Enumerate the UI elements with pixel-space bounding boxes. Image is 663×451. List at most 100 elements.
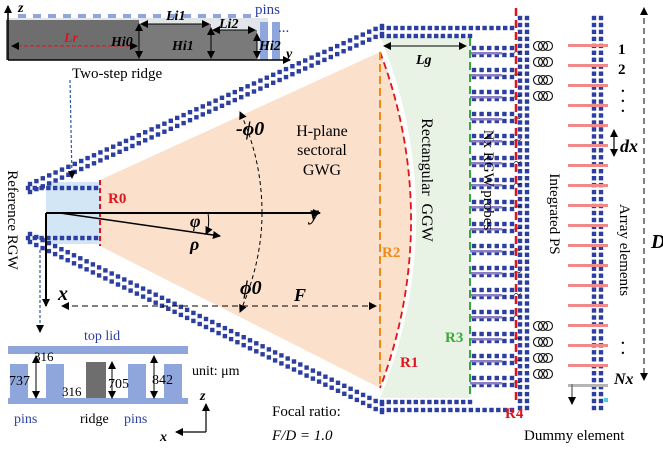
pin-bottom-wall (272, 350, 278, 355)
pin-ggw-wall (379, 33, 385, 39)
pin-bottom-wall (360, 392, 366, 398)
pin-probe-channel (471, 199, 477, 205)
pin-array-column (598, 259, 604, 264)
pin-right-1 (128, 364, 146, 400)
pin-top-wall (136, 141, 141, 146)
dim-842-label: 842 (152, 373, 173, 388)
pin-array-column (524, 350, 530, 355)
pin-bottom-wall (335, 388, 341, 393)
pin-ggw-wall (461, 399, 466, 405)
pin-array-column (598, 196, 604, 202)
inset-top-step2 (211, 30, 257, 60)
pin-probe-channel (509, 331, 515, 337)
pin-array-column (517, 203, 523, 209)
pin-probe-channel (471, 52, 477, 58)
pin-probe-channel (471, 155, 477, 161)
pin-ggw-wall (482, 25, 487, 31)
pin-ggw-wall (406, 33, 412, 39)
tilde-icon: ~ (514, 132, 521, 147)
pin-probe-channel (502, 353, 507, 359)
pin-probe-channel (471, 272, 477, 278)
pin-probe-channel (487, 67, 492, 73)
pin-array-column (517, 162, 523, 167)
pin-array-column (524, 259, 530, 264)
pin-top-wall (98, 150, 103, 155)
pin-bottom-wall (203, 324, 209, 330)
array-element (568, 84, 608, 87)
dummy-element (568, 384, 608, 387)
pin-probe-channel (487, 89, 492, 95)
pin-probe-channel (494, 382, 499, 388)
pin-array-column (591, 78, 597, 83)
phase-shifter-icon (537, 90, 549, 102)
array-element (568, 244, 608, 247)
array-element (568, 284, 608, 287)
pin-array-column (598, 357, 604, 362)
phase-shifter-icon (542, 320, 554, 332)
pin-probe-channel (509, 375, 515, 381)
pin-probe-channel (479, 140, 484, 146)
pin-array-column (524, 64, 530, 69)
pin-bottom-wall (27, 231, 33, 237)
pin-ggw-wall (393, 33, 398, 39)
pin-reference (32, 235, 37, 241)
pin-bottom-wall (128, 288, 133, 293)
two-step-ridge-inset (4, 5, 291, 179)
pin-top-wall (200, 104, 205, 109)
pin-probe-channel (471, 140, 477, 146)
pin-probe-channel (502, 155, 507, 161)
pin-probe-channel (479, 228, 484, 234)
pin-top-wall (85, 155, 90, 161)
focal-ratio-label: Focal ratio: (272, 404, 341, 420)
pin-array-column (517, 301, 523, 306)
unit-label: unit: μm (192, 364, 240, 379)
pin-array-column (524, 162, 530, 167)
pin-bottom-wall (266, 355, 272, 360)
pin-bottom-wall (247, 346, 253, 351)
tilde-icon: ~ (514, 154, 521, 169)
pin-probe-channel (471, 133, 477, 139)
rgw-probes (470, 52, 502, 385)
pin-probe-channel (494, 309, 499, 315)
pin-array-column (517, 43, 523, 49)
pin-top-wall (34, 178, 39, 184)
pin-top-wall (181, 112, 186, 118)
pin-array-column (524, 308, 530, 313)
phase-shifter-icon (532, 74, 544, 86)
array-element (568, 204, 608, 207)
pin-probe-channel (502, 265, 507, 271)
pin-probe-channel (479, 199, 484, 205)
pin-bottom-wall (354, 397, 360, 403)
pin-probe-channel (487, 243, 492, 249)
pin-bottom-wall (342, 383, 347, 388)
pin-bottom-wall (159, 295, 165, 300)
pin-probe-channel (487, 96, 492, 102)
pin-bottom-wall (140, 294, 146, 299)
inset-top-pin (272, 22, 280, 60)
pin-array-column (524, 22, 530, 28)
pin-top-wall (149, 135, 154, 140)
rgw-probe (470, 228, 502, 231)
pin-top-wall (219, 103, 225, 108)
pin-probe-channel (509, 206, 515, 212)
pin-bottom-wall (147, 289, 152, 294)
phi-arc (205, 212, 213, 235)
sector-title-1: H-plane (296, 123, 348, 140)
pin-bottom-wall (52, 243, 58, 249)
pin-array-column (524, 336, 530, 341)
pin-array-column (591, 196, 597, 202)
pin-probe-channel (509, 360, 515, 366)
pin-probe-channel (509, 140, 515, 146)
pin-bottom-wall (65, 250, 70, 255)
pin-bottom-wall (323, 374, 328, 379)
pin-ggw-wall (393, 25, 398, 31)
pin-probe-channel (494, 162, 499, 168)
pin-probe-channel (509, 309, 515, 315)
pin-array-column (517, 343, 523, 348)
pin-ggw-wall (386, 33, 391, 39)
pin-probe-channel (479, 360, 484, 366)
phase-shifter-icon (532, 368, 544, 380)
pin-bottom-wall (228, 336, 234, 342)
focal-ratio-value: F/D = 1.0 (271, 428, 333, 444)
dx-label: dx (620, 136, 638, 156)
